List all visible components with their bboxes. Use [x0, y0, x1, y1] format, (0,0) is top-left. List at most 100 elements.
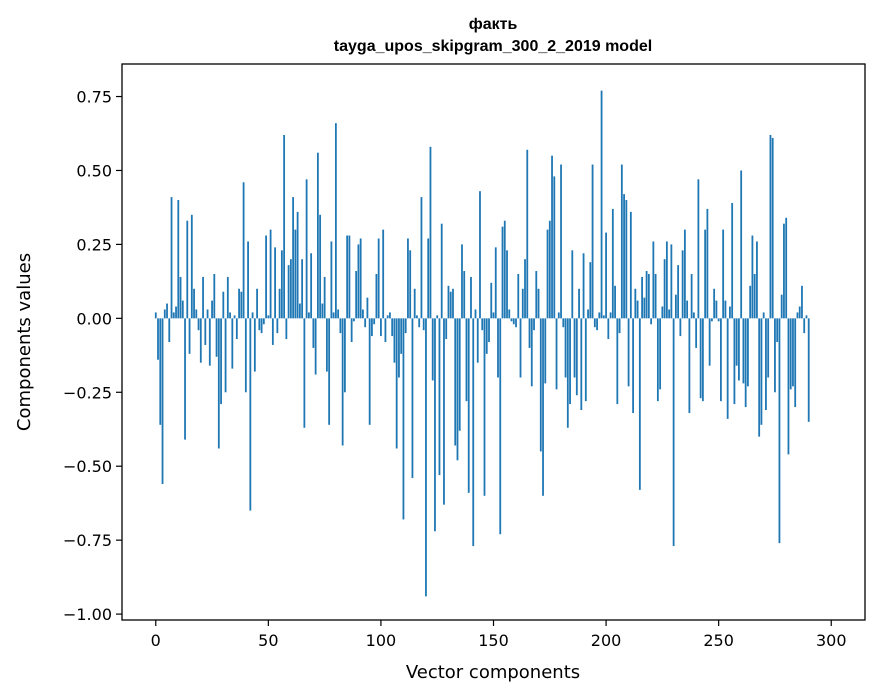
bar — [476, 318, 479, 363]
bar — [582, 253, 585, 319]
bar — [314, 318, 317, 375]
bar — [537, 288, 540, 319]
bar — [208, 318, 211, 366]
bar — [726, 318, 729, 419]
bar — [733, 318, 736, 405]
bar — [517, 273, 520, 319]
bar — [157, 318, 159, 360]
bar — [276, 318, 279, 334]
bar — [312, 318, 315, 348]
bar — [503, 220, 506, 319]
bar — [724, 300, 727, 319]
bar — [512, 318, 515, 325]
bar — [584, 318, 587, 402]
bar — [472, 318, 475, 547]
bar — [656, 318, 659, 402]
bar — [474, 309, 477, 319]
bar — [346, 235, 349, 319]
bar — [170, 197, 173, 319]
bar — [348, 235, 351, 319]
bar — [359, 238, 362, 319]
bar — [463, 271, 466, 319]
bar — [229, 312, 231, 319]
bar — [506, 250, 508, 319]
bar — [803, 318, 806, 334]
bar — [172, 312, 175, 319]
bar — [701, 318, 704, 402]
bar — [425, 318, 427, 597]
bar — [427, 238, 430, 319]
bar — [587, 309, 589, 319]
bar — [274, 247, 276, 319]
bar — [688, 318, 691, 413]
bar — [805, 315, 808, 319]
bar — [247, 241, 249, 319]
bar — [521, 288, 524, 319]
bar — [319, 214, 322, 319]
bar — [222, 291, 225, 319]
bar — [188, 318, 191, 354]
bar — [380, 318, 382, 337]
bar — [708, 318, 711, 366]
bar — [749, 285, 752, 319]
bar — [789, 318, 792, 390]
y-tick-label: −1.00 — [63, 605, 112, 624]
bar — [292, 197, 295, 319]
bar — [751, 235, 754, 319]
bar — [429, 146, 432, 319]
bar — [616, 318, 619, 405]
bar — [670, 244, 673, 319]
bar — [298, 303, 301, 319]
bar — [729, 306, 731, 319]
bar — [461, 244, 463, 319]
bar — [434, 318, 436, 532]
bar — [395, 318, 398, 449]
bar — [794, 318, 797, 408]
bar — [411, 318, 414, 479]
bar — [470, 276, 472, 319]
bar — [445, 318, 448, 340]
bar — [220, 318, 222, 405]
bar — [195, 309, 198, 319]
bar — [289, 259, 292, 319]
bar — [801, 285, 803, 319]
bar — [557, 312, 560, 319]
x-tick-label: 200 — [591, 631, 622, 650]
bar — [240, 291, 243, 319]
bar — [323, 276, 326, 319]
bar — [499, 318, 502, 535]
bar — [398, 318, 400, 378]
bar — [796, 312, 799, 319]
bar — [717, 318, 720, 322]
bar — [643, 297, 646, 319]
bar — [449, 291, 452, 319]
bar — [548, 220, 551, 319]
bar — [166, 303, 168, 319]
bar — [760, 318, 763, 425]
bar — [546, 229, 549, 319]
bar — [589, 262, 592, 319]
bar — [467, 318, 470, 493]
bar — [371, 318, 373, 337]
bar — [233, 315, 236, 319]
bar — [596, 318, 598, 331]
bar — [564, 318, 567, 378]
bar — [510, 318, 513, 322]
bar — [526, 149, 529, 319]
bar — [650, 318, 653, 325]
bar — [699, 318, 702, 399]
bar — [677, 265, 680, 319]
bar — [267, 315, 270, 319]
bar — [260, 318, 263, 334]
bar — [566, 318, 569, 428]
bar — [715, 300, 718, 319]
bar — [785, 217, 788, 319]
bar — [638, 318, 641, 490]
bar — [224, 318, 227, 393]
x-axis: 0 50 100 150 200 250 300 — [151, 620, 847, 650]
bar — [409, 250, 412, 319]
bar — [769, 134, 772, 319]
bar — [217, 318, 220, 449]
bar — [663, 259, 666, 319]
bar — [593, 318, 596, 328]
